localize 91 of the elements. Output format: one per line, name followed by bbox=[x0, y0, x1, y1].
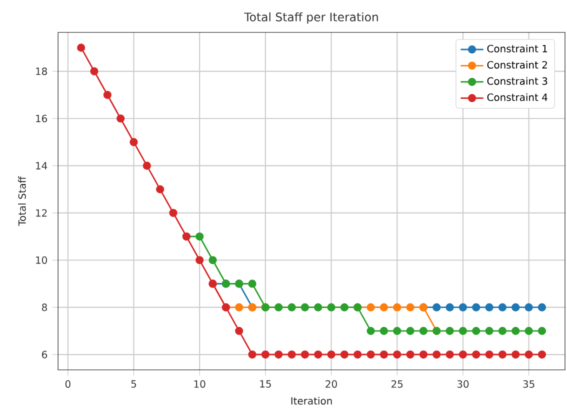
point bbox=[538, 350, 546, 359]
point bbox=[327, 350, 336, 359]
point bbox=[314, 350, 322, 359]
legend-label: Constraint 1 bbox=[487, 44, 548, 52]
point bbox=[393, 303, 402, 312]
point bbox=[196, 256, 204, 264]
point bbox=[458, 350, 468, 359]
point bbox=[274, 303, 283, 312]
y-tick-label: 14 bbox=[36, 162, 48, 170]
point bbox=[261, 350, 270, 359]
y-tick-label: 6 bbox=[42, 350, 48, 358]
point bbox=[208, 256, 217, 264]
point bbox=[512, 303, 520, 312]
point bbox=[103, 90, 112, 99]
legend-label: Constraint 2 bbox=[487, 60, 547, 69]
y-tick-label: 10 bbox=[36, 256, 47, 264]
point bbox=[300, 303, 309, 312]
y-tick-label: 18 bbox=[36, 68, 47, 76]
point bbox=[472, 303, 480, 312]
point bbox=[142, 162, 151, 170]
point bbox=[380, 326, 388, 336]
point bbox=[300, 350, 309, 359]
point bbox=[524, 326, 533, 336]
y-tick-label: 16 bbox=[36, 114, 48, 122]
y-axis-title: Total Staff bbox=[18, 176, 26, 226]
point bbox=[90, 67, 98, 76]
point bbox=[156, 185, 164, 194]
point bbox=[314, 303, 322, 312]
point bbox=[524, 350, 533, 359]
point bbox=[77, 44, 86, 52]
x-tick-label: 0 bbox=[65, 380, 70, 388]
point bbox=[446, 350, 454, 359]
point bbox=[366, 303, 375, 312]
point bbox=[196, 232, 204, 241]
point bbox=[432, 303, 441, 312]
x-tick-label: 35 bbox=[523, 380, 534, 388]
point bbox=[485, 303, 494, 312]
x-tick-label: 5 bbox=[131, 380, 136, 388]
point bbox=[446, 303, 454, 312]
point bbox=[524, 303, 533, 312]
point bbox=[472, 326, 480, 336]
point bbox=[116, 114, 125, 123]
point bbox=[354, 350, 362, 359]
point bbox=[288, 303, 296, 312]
point bbox=[498, 303, 507, 312]
x-tick-label: 30 bbox=[457, 380, 469, 388]
point bbox=[235, 303, 244, 312]
point bbox=[248, 280, 256, 288]
point bbox=[432, 350, 441, 359]
point bbox=[485, 326, 494, 336]
point bbox=[419, 326, 428, 336]
x-tick-label: 25 bbox=[392, 380, 403, 388]
x-tick-label: 10 bbox=[194, 380, 206, 388]
point bbox=[406, 350, 414, 359]
chart-title: Total Staff per Iteration bbox=[244, 12, 378, 24]
point bbox=[366, 326, 375, 336]
x-axis-title: Iteration bbox=[291, 396, 332, 405]
point bbox=[393, 326, 402, 336]
point bbox=[446, 326, 454, 336]
point bbox=[380, 303, 388, 312]
point bbox=[169, 208, 178, 218]
point bbox=[419, 350, 428, 359]
point bbox=[498, 350, 507, 359]
point bbox=[458, 303, 468, 312]
point bbox=[538, 303, 546, 312]
point bbox=[288, 350, 296, 359]
point bbox=[274, 350, 283, 359]
point bbox=[458, 326, 468, 336]
x-tick-label: 20 bbox=[326, 380, 337, 388]
x-tick-label: 15 bbox=[260, 380, 271, 388]
point bbox=[406, 326, 414, 336]
point bbox=[340, 303, 348, 312]
point bbox=[327, 303, 336, 312]
point bbox=[512, 326, 520, 336]
point bbox=[485, 350, 494, 359]
point bbox=[512, 350, 520, 359]
point bbox=[406, 303, 414, 312]
point bbox=[340, 350, 348, 359]
legend-label: Constraint 4 bbox=[487, 93, 548, 102]
y-tick-label: 8 bbox=[42, 304, 47, 312]
point bbox=[538, 326, 546, 336]
legend-label: Constraint 3 bbox=[487, 77, 548, 85]
point bbox=[380, 350, 388, 359]
point bbox=[248, 350, 256, 359]
y-tick-label: 12 bbox=[36, 209, 47, 217]
point bbox=[130, 138, 138, 146]
point bbox=[393, 350, 402, 359]
point bbox=[235, 326, 244, 336]
point bbox=[472, 350, 480, 359]
point bbox=[498, 326, 507, 336]
point bbox=[366, 350, 375, 359]
